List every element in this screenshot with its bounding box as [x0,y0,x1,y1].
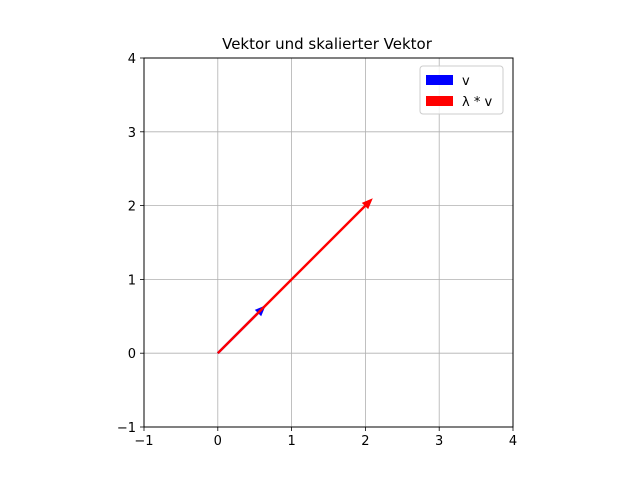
chart-title: Vektor und skalierter Vektor [222,35,433,53]
y-tick-label: −1 [117,421,136,436]
legend-swatch [426,96,453,106]
legend: v λ * v [419,65,504,115]
x-tick-label: 1 [287,434,295,449]
vector-arrows [216,198,373,355]
x-tick-label: 3 [435,434,443,449]
x-tick-label: 0 [214,434,222,449]
axes-frame [143,57,514,428]
x-tick-label: 4 [509,434,517,449]
y-tick-label: 2 [128,200,136,215]
legend-swatch [426,75,453,85]
x-tick-label: 2 [361,434,369,449]
y-tick-label: 3 [128,126,136,141]
vector-arrow-lambda-v [216,198,373,355]
legend-label: λ * v [462,95,492,110]
y-tick-label: 1 [128,273,136,288]
legend-label: v [462,74,470,89]
y-tick-label: 0 [128,347,136,362]
y-tick-label: 4 [128,52,136,67]
axis-ticks: −1 0 1 2 3 4 −1 0 1 2 3 4 [117,52,517,449]
x-tick-label: −1 [134,434,153,449]
